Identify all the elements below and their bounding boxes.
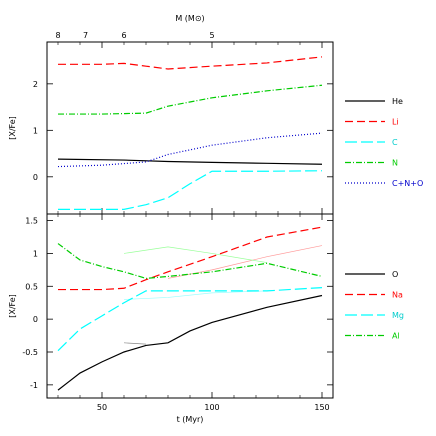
mass-tick-label-8: 8 bbox=[55, 31, 60, 40]
bottom-ytick-label-1: -1 bbox=[30, 381, 38, 390]
top-ylabel: [X/Fe] bbox=[8, 116, 17, 140]
top-legend-label-c: C bbox=[392, 138, 398, 147]
mass-tick-label-5: 5 bbox=[209, 31, 214, 40]
mass-tick-label-6: 6 bbox=[121, 31, 126, 40]
bottom-ylabel: [X/Fe] bbox=[8, 294, 17, 318]
top-legend-label-he: He bbox=[392, 97, 403, 106]
bottom-series-al bbox=[57, 243, 323, 280]
bottom-ytick-label-0-5: 0.5 bbox=[25, 282, 38, 291]
bottom-xlabel: t (Myr) bbox=[177, 415, 204, 424]
bottom-ytick-label-0: 0 bbox=[33, 315, 38, 324]
legend-top: He Li C N C+N+O bbox=[345, 97, 423, 188]
top-series-li bbox=[58, 56, 323, 70]
bottom-legend-label-o: O bbox=[392, 270, 398, 279]
top-series-n bbox=[58, 84, 323, 115]
bottom-legend-label-al: Al bbox=[392, 332, 400, 341]
bottom-ytick-label-1-5: 1.5 bbox=[25, 217, 38, 226]
top-legend-label-c-n-o: C+N+O bbox=[392, 179, 423, 188]
bottom-legend-label-na: Na bbox=[392, 291, 403, 300]
mass-tick-label-7: 7 bbox=[83, 31, 88, 40]
top-series-he bbox=[57, 158, 323, 165]
top-legend-label-li: Li bbox=[392, 118, 399, 127]
top-ytick-label-2: 2 bbox=[33, 80, 38, 89]
top-ytick-label-0: 0 bbox=[33, 173, 38, 182]
bottom-thin-line-1 bbox=[123, 246, 268, 263]
top-panel: 0 1 2 [X/Fe] bbox=[8, 41, 334, 215]
bottom-ytick-label-1: 1 bbox=[33, 249, 38, 258]
bottom-frame bbox=[46, 213, 334, 399]
bottom-xtick-label-150: 150 bbox=[314, 403, 329, 412]
bottom-thin-line-2 bbox=[123, 290, 268, 300]
top-series-c bbox=[58, 170, 323, 210]
bottom-series-mg bbox=[57, 287, 323, 352]
bottom-xtick-label-50: 50 bbox=[97, 403, 107, 412]
bottom-series-na bbox=[58, 226, 323, 291]
mass-axis-label: M (M⊙) bbox=[175, 14, 204, 23]
bottom-legend-label-mg: Mg bbox=[392, 311, 404, 320]
top-series-c-n-o bbox=[57, 132, 323, 168]
bottom-series-o bbox=[57, 294, 323, 391]
bottom-thin-line-3 bbox=[123, 342, 147, 345]
bottom-ytick-label-0-5: -0.5 bbox=[22, 348, 38, 357]
bottom-xtick-label-100: 100 bbox=[204, 403, 219, 412]
legend-bottom: O Na Mg Al bbox=[345, 270, 404, 341]
top-legend-label-n: N bbox=[392, 159, 398, 168]
top-ytick-label-1: 1 bbox=[33, 126, 38, 135]
top-mass-axis: 8 7 6 5 M (M⊙) bbox=[55, 14, 214, 40]
bottom-panel: 50 100 150 -1 -0.5 0 0.5 1 1.5 [X/Fe] t (Myr) bbox=[8, 213, 334, 424]
